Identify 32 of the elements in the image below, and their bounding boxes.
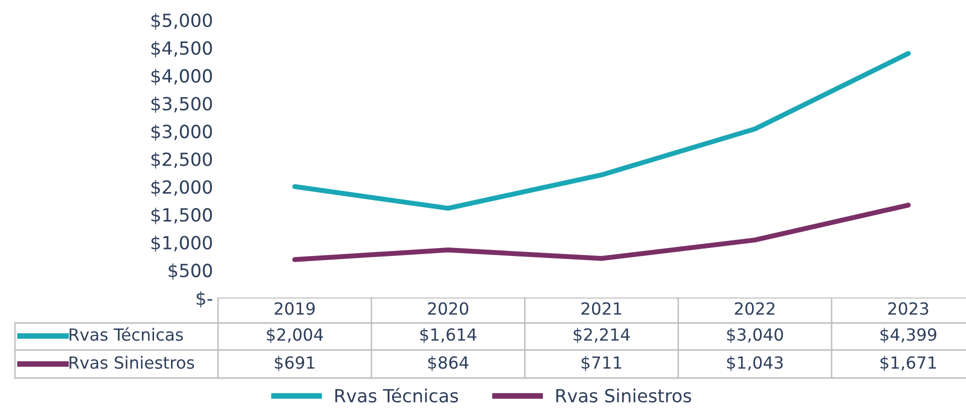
text: Rvas Técnicas (335, 388, 458, 403)
data-label: $1,614 (420, 328, 476, 344)
x-tick-label: 2023 (888, 302, 928, 315)
line-series (292, 202, 911, 262)
y-tick-label: $4,000 (151, 68, 212, 86)
x-tick-label: 2022 (734, 302, 774, 315)
data-label: $2,004 (266, 328, 323, 344)
y-tick-label: $- (196, 291, 212, 308)
x-tick-label: 2021 (582, 302, 622, 315)
x-tick-label: 2020 (428, 302, 468, 315)
line-series (292, 50, 911, 211)
data-label: $3,040 (727, 328, 783, 344)
x-tick-label: 2019 (274, 302, 315, 315)
y-tick-label: $1,500 (151, 208, 212, 224)
data-label: $711 (582, 356, 622, 372)
data-label: $2,214 (574, 328, 630, 344)
data-label: $1,671 (880, 356, 936, 372)
y-tick-label: $2,000 (151, 180, 212, 196)
y-tick-label: $5,000 (151, 13, 212, 30)
data-label: $864 (428, 356, 468, 372)
y-tick-label: $3,500 (151, 96, 212, 113)
text: Rvas Siniestros (70, 356, 194, 369)
legend-label: Rvas Técnicas (70, 327, 183, 341)
y-tick-label: $500 (168, 263, 212, 280)
y-tick-label: $4,500 (151, 40, 212, 58)
y-tick-label: $1,000 (151, 236, 212, 252)
y-tick-label: $3,000 (151, 124, 212, 141)
y-tick-label: $2,500 (151, 152, 212, 169)
data-label: $4,399 (880, 328, 936, 344)
data-label: $691 (274, 356, 314, 372)
data-label: $1,043 (727, 356, 783, 372)
legend-label: Rvas Siniestros (556, 388, 692, 403)
